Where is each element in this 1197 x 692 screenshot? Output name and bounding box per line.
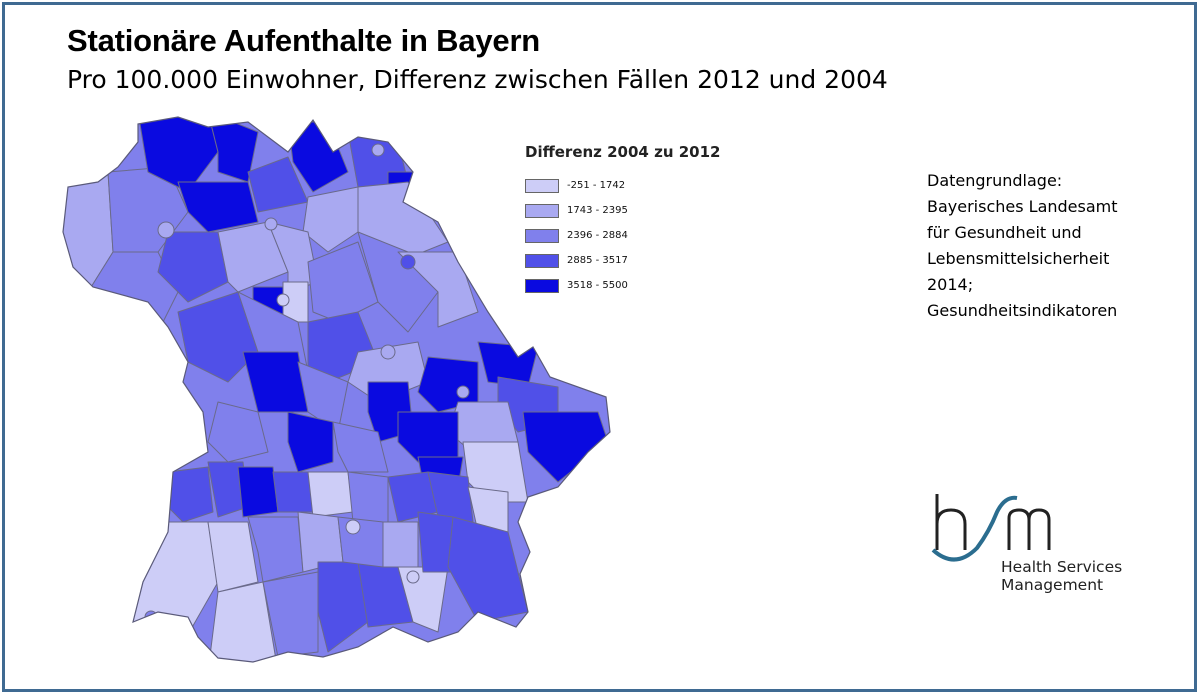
hsm-logo: Health Services Management [925, 488, 1155, 608]
legend-swatch [525, 178, 559, 193]
legend-label: -251 - 1742 [567, 180, 626, 191]
legend-title: Differenz 2004 zu 2012 [525, 143, 721, 161]
legend-swatch [525, 203, 559, 218]
logo-line: Health Services [1001, 558, 1123, 576]
legend-label: 2885 - 3517 [567, 255, 628, 266]
logo-wordmark: Health Services Management [1001, 558, 1122, 594]
legend-swatch [525, 253, 559, 268]
source-line: für Gesundheit und [927, 223, 1082, 242]
legend-swatch [525, 278, 559, 293]
logo-line: Management [1001, 576, 1104, 594]
legend-item: 2396 - 2884 [525, 223, 755, 248]
legend-label: 3518 - 5500 [567, 280, 628, 291]
legend-swatch [525, 228, 559, 243]
source-line: Bayerisches Landesamt [927, 197, 1118, 216]
map-legend: Differenz 2004 zu 2012 -251 - 1742 1743 … [525, 143, 755, 298]
data-source-note: Datengrundlage: Bayerisches Landesamt fü… [927, 168, 1157, 324]
hsm-logo-mark [931, 494, 1051, 562]
bavaria-choropleth-map [62, 116, 611, 663]
legend-item: 3518 - 5500 [525, 273, 755, 298]
source-line: 2014; [927, 275, 974, 294]
legend-item: 2885 - 3517 [525, 248, 755, 273]
legend-item: 1743 - 2395 [525, 198, 755, 223]
legend-label: 1743 - 2395 [567, 205, 628, 216]
legend-label: 2396 - 2884 [567, 230, 628, 241]
bavaria-outline [62, 116, 611, 663]
slide-subtitle: Pro 100.000 Einwohner, Differenz zwische… [67, 65, 888, 94]
source-line: Gesundheitsindikatoren [927, 301, 1118, 320]
source-line: Datengrundlage: [927, 171, 1063, 190]
logo-swoosh [931, 495, 1018, 562]
slide-title: Stationäre Aufenthalte in Bayern [67, 23, 541, 58]
source-line: Lebensmittelsicherheit [927, 249, 1110, 268]
legend-item: -251 - 1742 [525, 173, 755, 198]
